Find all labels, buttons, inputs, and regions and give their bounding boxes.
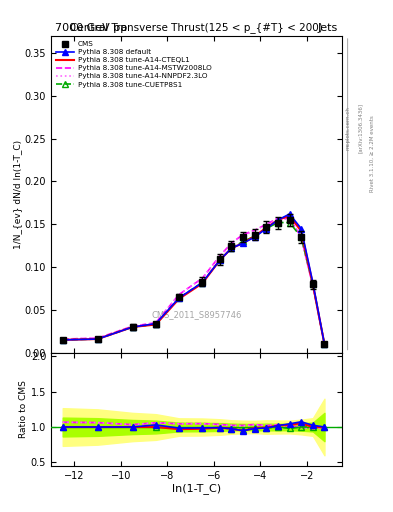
- X-axis label: ln(1-T_C): ln(1-T_C): [172, 483, 221, 495]
- Y-axis label: 1/N_{ev} dN/d ln(1-T_C): 1/N_{ev} dN/d ln(1-T_C): [13, 140, 22, 249]
- Text: 7000 GeV pp: 7000 GeV pp: [55, 23, 127, 33]
- Title: Central Transverse Thrust(125 < p_{#T} < 200): Central Transverse Thrust(125 < p_{#T} <…: [70, 23, 323, 33]
- Y-axis label: Ratio to CMS: Ratio to CMS: [19, 380, 28, 438]
- Text: CMS_2011_S8957746: CMS_2011_S8957746: [151, 310, 242, 319]
- Text: Jets: Jets: [318, 23, 338, 33]
- Text: [arXiv:1306.3436]: [arXiv:1306.3436]: [358, 103, 363, 153]
- Text: Rivet 3.1.10, ≥ 2.2M events: Rivet 3.1.10, ≥ 2.2M events: [369, 115, 375, 192]
- Text: mcplots.cern.ch: mcplots.cern.ch: [346, 106, 351, 150]
- Legend: CMS, Pythia 8.308 default, Pythia 8.308 tune-A14-CTEQL1, Pythia 8.308 tune-A14-M: CMS, Pythia 8.308 default, Pythia 8.308 …: [55, 39, 213, 89]
